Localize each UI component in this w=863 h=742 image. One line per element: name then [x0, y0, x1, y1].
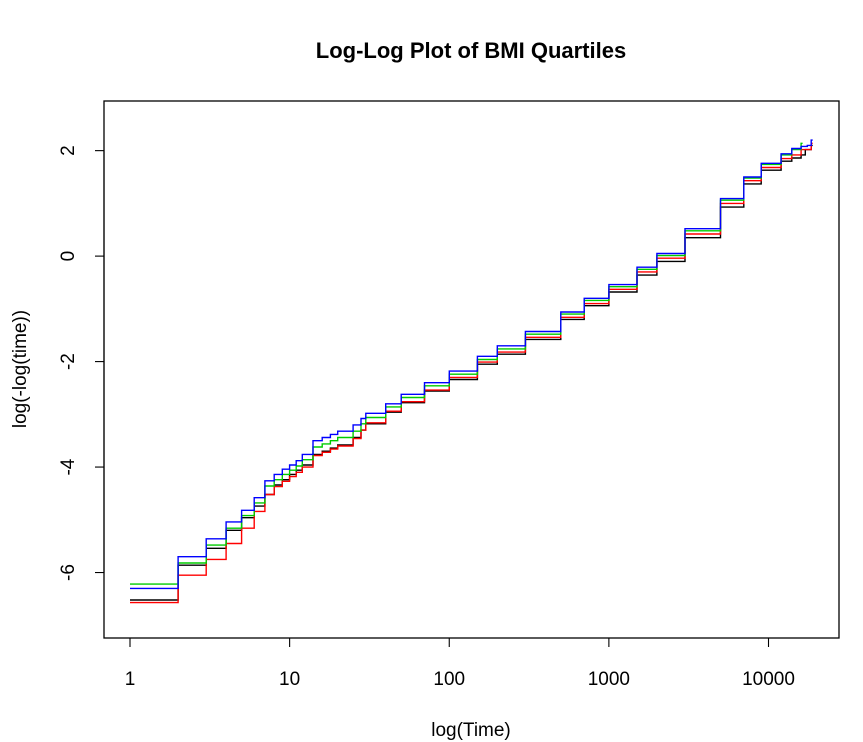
series-layer [130, 139, 813, 604]
series-line-3 [130, 142, 803, 585]
y-axis: -6 -4 -2 0 2 [58, 145, 105, 581]
x-tick-label: 100 [433, 669, 465, 690]
y-tick-label: 0 [58, 251, 79, 262]
x-tick-label: 1000 [588, 669, 630, 690]
y-tick-label: -4 [58, 458, 79, 475]
x-axis-label: log(Time) [431, 720, 511, 741]
series-line-1 [130, 144, 813, 601]
chart-title: Log-Log Plot of BMI Quartiles [316, 38, 626, 63]
plot-frame [103, 100, 840, 639]
series-line-2 [130, 142, 813, 604]
y-tick-label: -2 [58, 353, 79, 370]
x-tick-label: 10000 [742, 669, 795, 690]
x-tick-label: 1 [125, 669, 136, 690]
y-axis-label: log(-log(time)) [10, 310, 31, 428]
x-axis: 1 10 100 1000 10000 [125, 637, 795, 690]
x-tick-label: 10 [279, 669, 300, 690]
series-line-4 [130, 139, 813, 590]
y-tick-label: 2 [58, 145, 79, 156]
y-tick-label: -6 [58, 564, 79, 581]
